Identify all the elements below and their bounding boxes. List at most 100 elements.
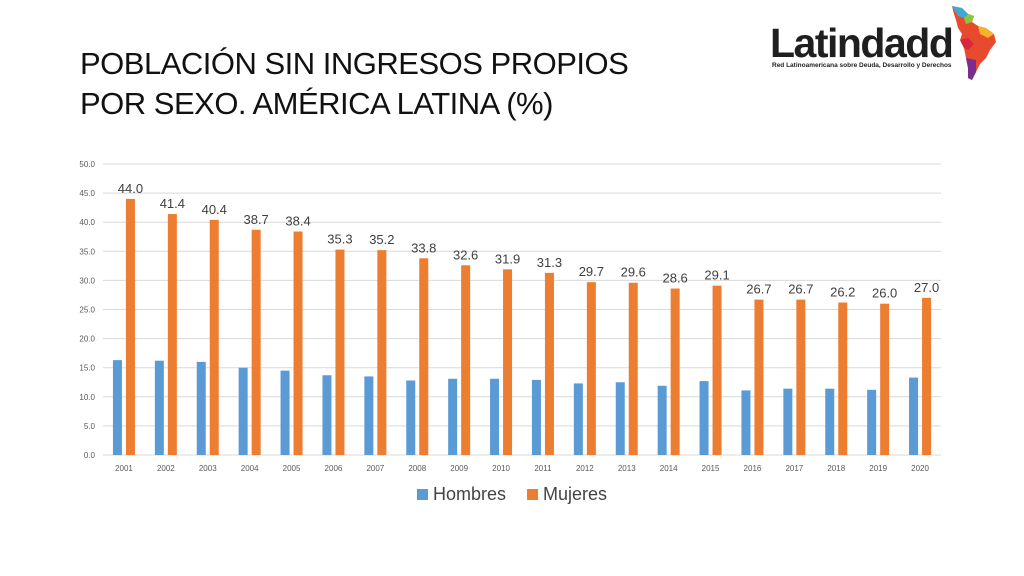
y-tick-label: 50.0 [79,160,95,169]
chart-legend: Hombres Mujeres [0,484,1024,505]
bar-hombres-2001 [112,360,122,455]
x-tick-label: 2001 [115,464,133,473]
legend-label-hombres: Hombres [432,484,506,504]
x-tick-label: 2003 [199,464,217,473]
bar-mujeres-2002 [167,214,177,455]
data-label-mujeres-2015: 29.1 [704,268,729,283]
y-tick-label: 20.0 [79,335,95,344]
bar-mujeres-2003 [209,219,219,455]
bar-hombres-2010 [490,378,500,455]
x-axis-ticks: 2001 2002 2003 2004 2005 2006 2007 2008 2009 2010… [115,464,929,473]
y-tick-label: 15.0 [79,364,95,373]
bar-hombres-2007 [364,376,374,455]
x-tick-label: 2008 [408,464,426,473]
bars [112,198,932,456]
bar-hombres-2011 [531,379,541,455]
bar-mujeres-2004 [251,229,261,455]
bar-mujeres-2019 [880,303,890,455]
bar-mujeres-2008 [419,258,429,455]
x-tick-label: 2012 [576,464,594,473]
legend-item-hombres: Hombres [416,484,506,505]
data-label-mujeres-2005: 38.4 [285,214,310,229]
bar-hombres-2018 [825,388,835,455]
title-line-1: POBLACIÓN SIN INGRESOS PROPIOS [80,46,629,81]
data-label-mujeres-2006: 35.3 [327,232,352,247]
legend-label-mujeres: Mujeres [543,484,608,504]
x-tick-label: 2019 [869,464,887,473]
x-tick-label: 2018 [827,464,845,473]
y-tick-label: 0.0 [84,451,96,460]
logo-wordmark: Latindadd [770,20,954,66]
data-label-mujeres-2010: 31.9 [495,251,520,266]
x-tick-label: 2016 [744,464,762,473]
bar-mujeres-2007 [377,250,387,455]
bar-mujeres-2020 [922,297,932,455]
bar-mujeres-2010 [503,269,513,455]
slide-title: POBLACIÓN SIN INGRESOS PROPIOS POR SEXO.… [80,44,629,124]
bar-hombres-2002 [154,360,164,455]
y-axis-ticks: 0.0 5.0 10.0 15.0 20.0 25.0 30.0 35.0 40.0 45.0 50… [79,160,95,460]
data-label-mujeres-2009: 32.6 [453,247,478,262]
bar-chart: 0.0 5.0 10.0 15.0 20.0 25.0 30.0 35.0 40.0 45.0 50… [79,160,941,473]
data-label-mujeres-2003: 40.4 [202,202,227,217]
gridlines [103,163,941,456]
logo-tagline: Red Latinoamericana sobre Deuda, Desarro… [772,62,952,69]
x-tick-label: 2020 [911,464,929,473]
bar-hombres-2017 [783,388,793,455]
y-tick-label: 40.0 [79,218,95,227]
x-tick-label: 2015 [702,464,720,473]
x-tick-label: 2007 [366,464,384,473]
x-tick-label: 2002 [157,464,175,473]
data-label-mujeres-2001: 44.0 [118,181,143,196]
x-tick-label: 2006 [325,464,343,473]
bar-hombres-2008 [406,380,416,455]
y-tick-label: 35.0 [79,247,95,256]
data-label-mujeres-2013: 29.6 [621,265,646,280]
bar-hombres-2013 [615,382,625,455]
y-tick-label: 45.0 [79,189,95,198]
bar-mujeres-2017 [796,299,806,455]
title-line-2: POR SEXO. AMÉRICA LATINA (%) [80,86,553,121]
bar-hombres-2005 [280,370,290,455]
data-label-mujeres-2007: 35.2 [369,232,394,247]
x-tick-label: 2009 [450,464,468,473]
bar-mujeres-2001 [125,198,135,456]
bar-mujeres-2015 [712,285,722,455]
bar-mujeres-2011 [544,272,554,455]
latindadd-logo: Latindadd Red Latinoamericana sobre Deud… [770,4,1020,84]
bar-mujeres-2014 [670,288,680,455]
x-tick-label: 2004 [241,464,259,473]
data-label-mujeres-2004: 38.7 [243,212,268,227]
data-label-mujeres-2017: 26.7 [788,282,813,297]
x-tick-label: 2017 [785,464,803,473]
bar-mujeres-2006 [335,249,345,455]
x-tick-label: 2014 [660,464,678,473]
data-label-mujeres-2018: 26.2 [830,285,855,300]
bar-hombres-2006 [322,375,332,455]
legend-swatch-hombres [416,489,428,500]
x-tick-label: 2005 [283,464,301,473]
x-tick-label: 2011 [534,464,552,473]
bar-mujeres-2018 [838,302,848,455]
data-label-mujeres-2019: 26.0 [872,286,897,301]
bar-hombres-2015 [699,381,709,455]
legend-item-mujeres: Mujeres [527,484,607,505]
data-label-mujeres-2014: 28.6 [662,271,687,286]
data-label-mujeres-2002: 41.4 [160,196,185,211]
bar-hombres-2009 [448,378,458,455]
y-tick-label: 10.0 [79,393,95,402]
bar-hombres-2019 [867,389,877,455]
bar-mujeres-2016 [754,299,764,455]
bar-mujeres-2005 [293,231,303,455]
data-label-mujeres-2011: 31.3 [537,255,562,270]
bar-hombres-2004 [238,367,248,455]
bar-hombres-2014 [657,385,667,455]
data-label-mujeres-2012: 29.7 [579,264,604,279]
data-labels: 44.0 41.4 40.4 38.7 38.4 35.3 35.2 33.8 32.6 31.9… [118,181,939,301]
data-label-mujeres-2020: 27.0 [914,280,939,295]
x-tick-label: 2013 [618,464,636,473]
legend-swatch-mujeres [527,489,538,500]
bar-hombres-2020 [909,377,919,455]
data-label-mujeres-2008: 33.8 [411,240,436,255]
bar-hombres-2016 [741,390,751,455]
